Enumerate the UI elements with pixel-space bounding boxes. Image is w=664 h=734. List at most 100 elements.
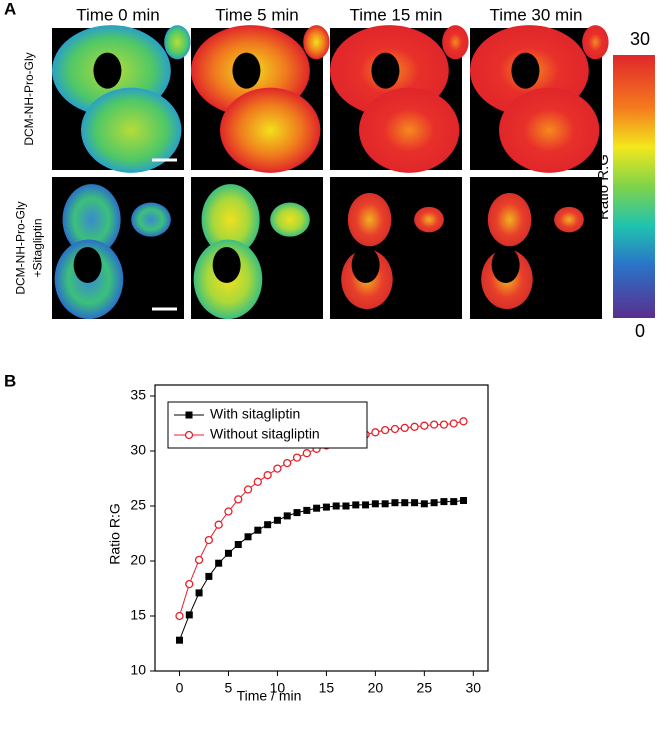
nucleus	[491, 247, 520, 284]
legend-label: With sitagliptin	[210, 406, 300, 422]
data-point	[185, 611, 193, 619]
column-title: Time 30 min	[490, 5, 583, 24]
panel-label: A	[4, 0, 16, 18]
plot-frame	[154, 384, 489, 672]
x-tick-label: 20	[368, 680, 384, 696]
cell	[487, 192, 532, 247]
data-point	[449, 419, 458, 428]
data-point	[450, 498, 458, 506]
cell	[131, 202, 171, 237]
data-point	[234, 495, 243, 504]
row-label: +Sitagliptin	[31, 218, 45, 277]
legend-marker	[185, 411, 193, 419]
data-point	[244, 533, 252, 541]
cell	[442, 25, 469, 60]
nucleus	[371, 52, 400, 89]
cell	[554, 206, 584, 233]
data-point	[390, 424, 400, 434]
cell	[164, 25, 191, 60]
data-point	[264, 521, 272, 529]
data-point	[283, 458, 292, 468]
data-point	[420, 500, 428, 508]
data-point	[352, 501, 360, 509]
colorbar	[613, 55, 655, 318]
data-point	[342, 502, 350, 510]
cell	[414, 206, 444, 233]
data-point	[175, 611, 184, 621]
data-point	[215, 559, 223, 567]
data-point	[313, 504, 321, 512]
data-point	[381, 500, 389, 508]
data-point	[292, 453, 302, 462]
data-point	[243, 485, 253, 494]
microscopy-images	[52, 25, 609, 319]
nucleus	[93, 52, 122, 89]
data-point	[254, 526, 262, 534]
data-point	[371, 428, 380, 437]
column-title: Time 5 min	[215, 5, 298, 24]
cell	[201, 184, 260, 256]
cell	[270, 202, 310, 237]
y-tick-label: 20	[130, 552, 146, 568]
series-line	[179, 500, 464, 641]
nucleus	[232, 52, 261, 89]
data-point	[293, 509, 301, 517]
data-point	[234, 541, 242, 548]
data-point	[430, 499, 438, 507]
nucleus	[212, 247, 241, 284]
y-tick-label: 10	[130, 662, 146, 678]
data-point	[381, 425, 390, 435]
nucleus	[511, 52, 540, 89]
data-point	[175, 636, 183, 644]
data-point	[273, 516, 281, 524]
cell	[582, 25, 609, 60]
data-point	[362, 501, 370, 509]
data-point	[459, 417, 468, 426]
x-tick-label: 0	[176, 680, 184, 696]
data-point	[440, 498, 448, 506]
cell	[220, 87, 321, 173]
panel-label: B	[4, 371, 16, 390]
data-point	[322, 503, 330, 511]
data-point	[302, 449, 311, 458]
y-tick-label: 30	[130, 442, 146, 458]
data-point	[195, 589, 203, 597]
data-point	[185, 579, 194, 589]
column-title: Time 15 min	[350, 5, 443, 24]
data-point	[371, 500, 379, 508]
data-point	[273, 464, 282, 473]
data-point	[214, 520, 223, 529]
y-tick-label: 25	[130, 497, 146, 513]
cell	[303, 25, 330, 60]
y-tick-label: 35	[130, 387, 146, 403]
row-label: DCM-NH-Pro-Gly	[22, 52, 36, 145]
data-point	[410, 422, 419, 431]
data-point	[332, 502, 340, 510]
cell	[499, 87, 600, 173]
data-point	[429, 420, 439, 429]
x-tick-label: 15	[319, 680, 335, 696]
legend-marker	[184, 430, 194, 440]
data-point	[194, 555, 204, 565]
cell	[359, 87, 460, 173]
data-point	[411, 499, 419, 507]
data-point	[420, 421, 429, 430]
data-point	[253, 477, 262, 486]
colorbar-label: Ratio R:G	[595, 154, 612, 220]
nucleus	[351, 247, 380, 284]
y-tick-label: 15	[130, 607, 146, 623]
data-point	[224, 549, 232, 557]
data-point	[460, 497, 468, 504]
cell	[81, 87, 182, 173]
legend-box	[167, 401, 368, 449]
data-point	[303, 506, 311, 514]
x-tick-label: 10	[270, 680, 286, 696]
row-label: DCM-NH-Pro-Gly	[14, 201, 28, 294]
colorbar-tick: 0	[635, 321, 645, 341]
legend-label: Without sitagliptin	[210, 426, 320, 442]
x-tick-label: 25	[417, 680, 433, 696]
data-point	[205, 572, 213, 580]
cell	[347, 192, 392, 247]
